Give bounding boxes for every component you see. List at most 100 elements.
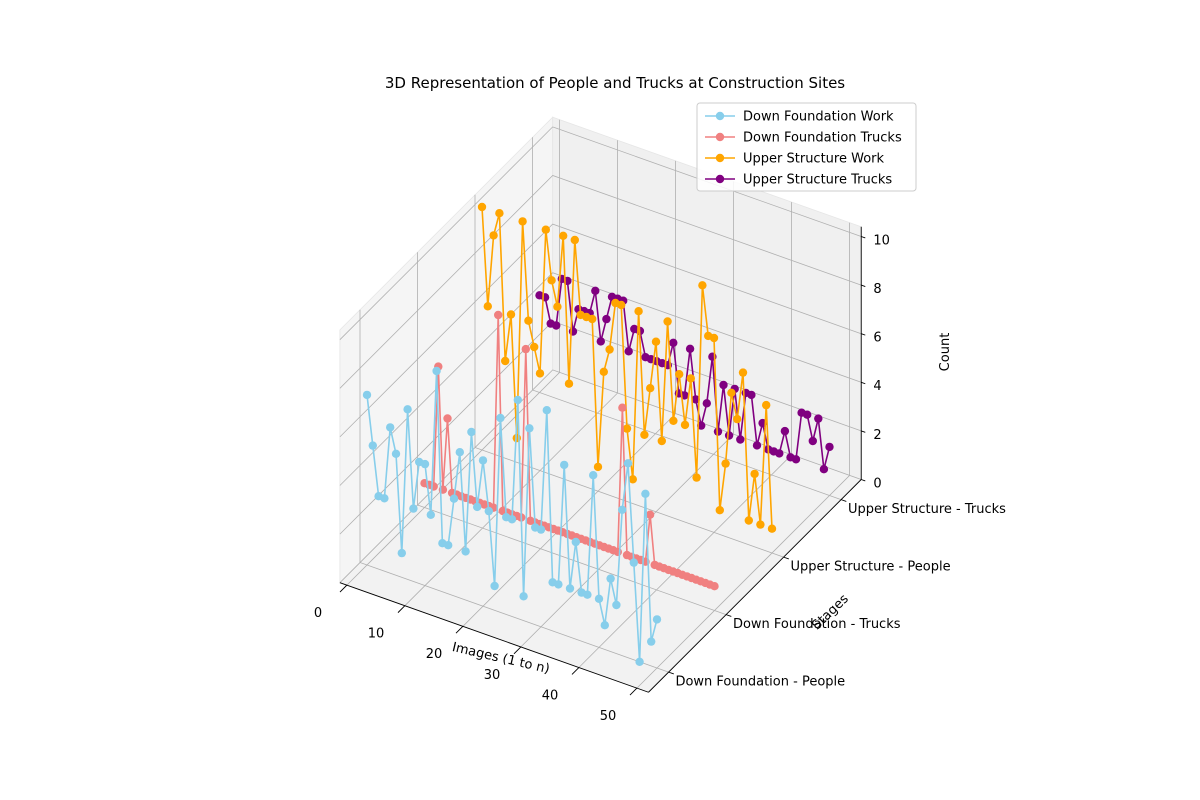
series-point (698, 281, 707, 290)
series-point (702, 399, 711, 408)
series-point (645, 510, 655, 519)
y-tick (725, 614, 732, 617)
series-point (641, 489, 650, 498)
series-point (536, 525, 546, 534)
x-tick (629, 687, 638, 696)
series-point (426, 510, 435, 519)
series-point (484, 506, 493, 516)
y-tick (783, 556, 789, 560)
x-tick (455, 626, 464, 634)
series-point (530, 342, 539, 352)
y-tick (840, 499, 847, 502)
series-point (780, 426, 790, 436)
series-point (808, 436, 817, 446)
series-point (634, 307, 643, 316)
series-point (747, 390, 756, 400)
series-point (478, 456, 488, 465)
series-point (669, 338, 678, 347)
series-point (629, 558, 638, 567)
series-point (494, 310, 503, 320)
y-tick-label: Down Foundation - People (675, 675, 845, 690)
series-point (657, 436, 666, 446)
series-point (594, 594, 604, 603)
series-point (814, 414, 823, 423)
series-point (506, 310, 516, 319)
series-point (596, 337, 605, 346)
legend: Down Foundation Work Down Foundation Truc… (696, 102, 917, 192)
series-point (467, 427, 476, 437)
x-tick-label: 0 (314, 606, 322, 621)
x-tick (571, 667, 580, 675)
series-point (803, 410, 812, 419)
series-point (513, 395, 522, 405)
series-point (386, 423, 395, 432)
series-down-foundation-work (362, 366, 662, 666)
series-point (713, 427, 723, 436)
series-point (444, 541, 453, 550)
series-point (591, 286, 600, 295)
series-point (583, 590, 592, 599)
z-tick-label: 10 (873, 233, 890, 248)
series-point (624, 347, 633, 356)
grid-z (339, 126, 862, 340)
series-point (691, 395, 700, 404)
series-point (496, 413, 505, 423)
series-point (652, 615, 662, 624)
series-point (568, 327, 578, 336)
series-point (618, 505, 627, 514)
series-point (489, 231, 498, 240)
series-point (635, 657, 644, 666)
series-point (409, 504, 418, 513)
series-point (368, 441, 377, 450)
z-tick-label: 0 (873, 476, 881, 491)
series-point (588, 314, 597, 324)
series-point (724, 431, 734, 440)
y-tick-label: Down Foundation - Trucks (733, 617, 901, 632)
series-point (622, 424, 632, 433)
series-point (521, 344, 530, 354)
legend-label: Upper Structure Trucks (743, 173, 892, 188)
series-point (767, 524, 777, 533)
series-point (449, 494, 459, 503)
z-tick-label: 4 (873, 379, 881, 394)
legend-entry: Upper Structure Trucks (705, 173, 892, 188)
series-point (651, 337, 661, 346)
y-tick-label: Upper Structure - People (790, 560, 950, 575)
series-point (570, 235, 579, 245)
axes-panes (339, 116, 862, 693)
series-point (663, 317, 672, 326)
series-point (589, 471, 598, 480)
z-tick (861, 479, 866, 482)
series-point (709, 333, 719, 343)
series-point (791, 455, 801, 464)
y-axis-line (648, 479, 862, 693)
series-point (756, 520, 765, 529)
x-tick (339, 584, 348, 593)
series-point (560, 460, 569, 470)
series-point (391, 449, 401, 458)
series-point (744, 516, 753, 525)
series-point (623, 459, 633, 468)
z-tick-label: 6 (873, 331, 881, 346)
series-point (646, 384, 655, 393)
series-point (600, 621, 609, 630)
series-point (685, 344, 695, 353)
z-tick-label: 8 (873, 282, 881, 297)
series-upper-structure-work (477, 202, 777, 533)
series-point (432, 366, 441, 376)
legend-frame (696, 102, 917, 192)
series-point (733, 414, 742, 424)
series-point (686, 374, 695, 383)
legend-entries: Down Foundation Work Down Foundation Truc… (705, 110, 902, 188)
series-point (380, 494, 389, 503)
x-tick-label: 50 (600, 709, 617, 724)
legend-marker (715, 132, 725, 142)
series-point (750, 469, 759, 479)
series-point (571, 537, 580, 547)
series-point (490, 581, 499, 591)
y-tick (668, 671, 674, 675)
legend-marker (715, 174, 725, 184)
series-point (495, 209, 504, 218)
